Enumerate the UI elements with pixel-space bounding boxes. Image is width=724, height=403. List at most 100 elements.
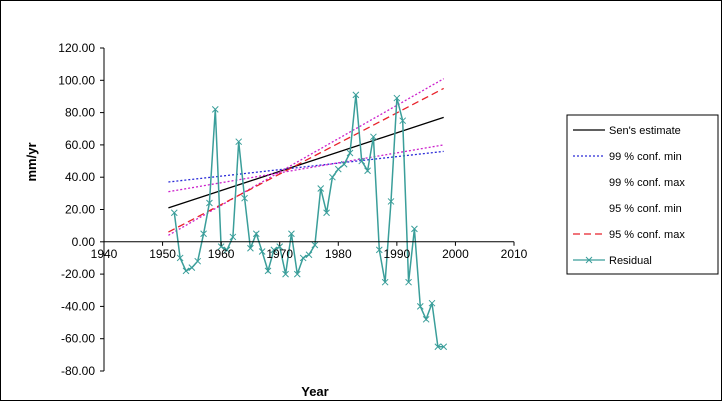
x-tick-label: 1970 <box>266 247 293 261</box>
residual-point <box>211 106 219 113</box>
residual-point <box>276 243 284 250</box>
residual-point <box>282 270 289 278</box>
marker-stroke <box>381 278 389 286</box>
residual-point <box>241 194 248 202</box>
y-tick-label: 20.00 <box>65 203 95 217</box>
marker-stroke <box>252 230 260 238</box>
marker-stroke <box>329 173 336 181</box>
marker-stroke <box>211 106 219 113</box>
legend-box <box>566 114 719 275</box>
residual-point <box>334 165 342 173</box>
residual-point <box>176 254 184 262</box>
marker-stroke <box>229 233 237 241</box>
legend-marker <box>585 256 593 264</box>
residual-point <box>252 230 260 238</box>
residual-point <box>288 230 295 238</box>
marker-stroke <box>282 270 289 278</box>
residual-point <box>329 173 336 181</box>
legend-label: 99 % conf. max <box>609 177 685 189</box>
marker-stroke <box>411 225 418 233</box>
x-axis-title: Year <box>301 384 328 399</box>
marker-stroke <box>247 244 254 252</box>
x-axis: 1940 1950 1960 1970 1980 1990 2000 2010 <box>91 241 528 261</box>
series-line <box>168 150 444 183</box>
residual-point <box>434 343 442 351</box>
y-tick-label: -20.00 <box>61 267 95 281</box>
marker-stroke <box>358 157 366 165</box>
residual-point <box>200 230 207 238</box>
marker-stroke <box>364 167 371 175</box>
marker-stroke <box>422 315 430 323</box>
residual-point <box>247 244 254 252</box>
marker-stroke <box>288 230 295 238</box>
x-tick-label: 1960 <box>208 247 235 261</box>
y-axis-title: mm/yr <box>24 142 39 181</box>
residual-point <box>270 246 278 254</box>
series-1 <box>168 150 444 183</box>
residual-point <box>299 254 307 262</box>
residual-point <box>381 278 389 286</box>
y-tick-label: -40.00 <box>61 299 95 313</box>
legend-label: 95 % conf. max <box>609 229 685 241</box>
series-4 <box>168 87 445 233</box>
marker-stroke <box>200 230 207 238</box>
series-2 <box>168 78 445 236</box>
residual-point <box>305 251 313 259</box>
legend-entry: 95 % conf. min <box>609 203 682 215</box>
legend-label: 99 % conf. min <box>609 151 682 163</box>
series-line <box>168 87 445 233</box>
series-line <box>173 94 444 348</box>
marker-stroke <box>375 246 383 254</box>
marker-stroke <box>305 251 313 259</box>
legend-entry: Residual <box>573 255 652 267</box>
series-line <box>168 144 444 193</box>
y-tick-label: 40.00 <box>65 170 95 184</box>
residual-point <box>352 91 360 99</box>
series-line <box>168 78 445 236</box>
residual-point <box>323 209 330 217</box>
marker-stroke <box>416 303 424 310</box>
residual-point <box>358 157 366 165</box>
marker-stroke <box>434 343 442 351</box>
residual-point <box>370 133 377 141</box>
residual-point <box>411 225 418 233</box>
marker-stroke <box>311 241 319 249</box>
x-tick-label: 1980 <box>325 247 352 261</box>
series-5 <box>170 91 448 351</box>
residual-point <box>264 267 272 275</box>
legend-label: Sen's estimate <box>609 125 681 137</box>
residual-point <box>229 233 237 241</box>
marker-stroke <box>264 267 272 275</box>
residual-point <box>364 167 371 175</box>
marker-stroke <box>235 138 243 146</box>
series-0 <box>168 116 444 209</box>
marker-stroke <box>370 133 377 141</box>
x-tick-label: 1950 <box>149 247 176 261</box>
residual-point <box>223 246 231 254</box>
residual-point <box>416 303 424 310</box>
residual-point <box>375 246 383 254</box>
residual-point <box>387 198 395 205</box>
residual-point <box>194 257 202 265</box>
marker-stroke <box>440 343 448 351</box>
residual-point <box>440 343 448 351</box>
x-tick-label: 2010 <box>501 247 528 261</box>
marker-stroke <box>387 198 395 205</box>
marker-stroke <box>399 117 407 125</box>
marker-stroke <box>405 278 412 286</box>
residual-point <box>206 199 213 207</box>
marker-stroke <box>334 165 342 173</box>
marker-stroke <box>293 270 301 278</box>
marker-stroke <box>176 254 184 262</box>
residual-point <box>258 248 266 255</box>
marker-stroke <box>340 160 348 168</box>
residual-point <box>311 241 319 249</box>
marker-stroke <box>188 264 196 271</box>
marker-stroke <box>182 267 190 275</box>
residual-point <box>340 160 348 168</box>
marker-stroke <box>206 199 213 207</box>
marker-stroke <box>393 94 401 102</box>
legend-entry: 99 % conf. max <box>609 177 685 189</box>
residual-point <box>170 209 178 217</box>
